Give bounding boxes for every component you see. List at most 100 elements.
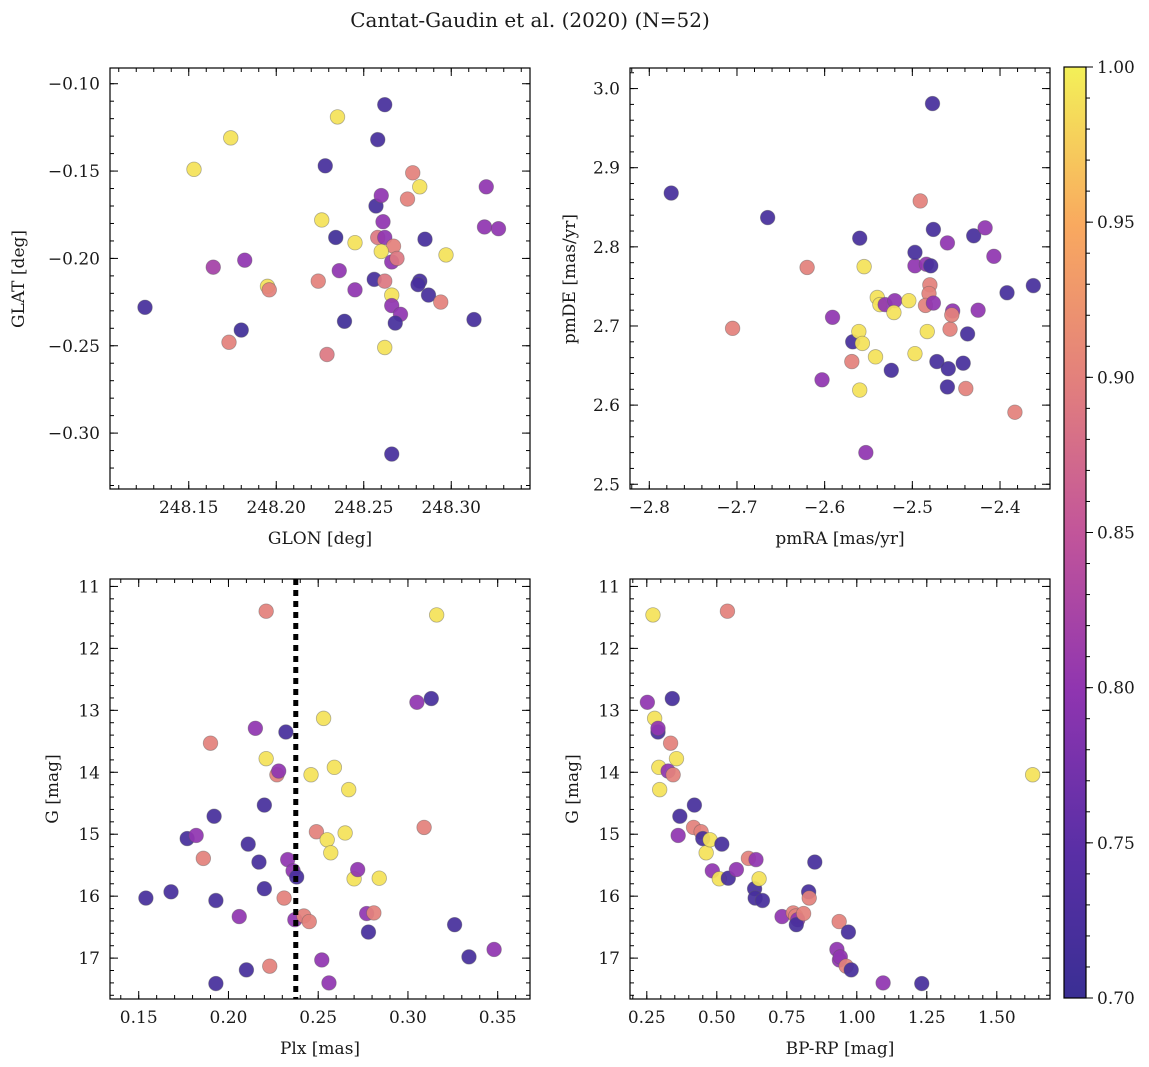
glon-glat-y-tick-label: −0.20 <box>48 249 100 269</box>
bprp-g-point <box>665 767 681 783</box>
bprp-g-point <box>698 845 714 861</box>
glon-glat-point <box>314 212 330 228</box>
glon-glat-x-tick-label: 248.25 <box>334 498 393 518</box>
plx-g-point <box>271 763 287 779</box>
glon-glat-x-tick-label: 248.15 <box>159 498 218 518</box>
plx-g-point <box>258 750 274 767</box>
panel-plx-g: 0.15 0.20 0.25 0.30 0.35 11 12 13 14 15 16 17 Plx [… <box>43 577 531 1059</box>
plx-g-point <box>360 924 377 940</box>
glon-glat-point <box>387 315 403 331</box>
bprp-g-y-tick-label: 17 <box>598 949 620 969</box>
glon-glat-point <box>186 161 202 178</box>
plx-g-point <box>206 808 222 824</box>
bprp-g-point <box>668 750 685 767</box>
plx-g-y-tick-label: 12 <box>78 639 100 659</box>
plx-g-point <box>138 890 154 906</box>
glon-glat-point <box>329 109 346 125</box>
bprp-g-x-tick-label: 1.25 <box>908 1008 946 1028</box>
plx-g-x-tick-label: 0.35 <box>479 1008 517 1028</box>
plx-g-point <box>202 735 219 751</box>
bprp-g-point <box>748 851 764 868</box>
pmra-pmde-point <box>955 355 971 371</box>
bprp-g-point <box>843 962 859 978</box>
plx-g-point <box>238 962 255 978</box>
plx-g-point <box>341 781 357 798</box>
pmra-pmde-y-tick-label: 3.0 <box>593 80 620 100</box>
plx-axis-label: Plx [mas] <box>280 1039 360 1059</box>
bprp-g-point <box>672 808 688 824</box>
glon-glat-point <box>370 131 386 148</box>
glon-glat-point <box>375 214 391 230</box>
glon-glat-y-tick-label: −0.10 <box>48 75 100 95</box>
glon-glat-point <box>476 219 493 235</box>
glon-glat-point <box>221 334 237 350</box>
glon-glat-point <box>223 130 239 146</box>
panel-bprp-g: 0.25 0.50 0.75 1.00 1.25 1.50 11 12 13 14 15 16 17 B… <box>563 577 1051 1059</box>
colorbar-tick-label: 0.75 <box>1097 834 1135 854</box>
pmra-pmde-point <box>999 285 1015 301</box>
figure-title: Cantat-Gaudin et al. (2020) (N=52) <box>350 8 710 32</box>
bprp-g-point <box>686 797 703 813</box>
glon-glat-point <box>412 179 428 195</box>
pmra-pmde-point <box>867 349 884 365</box>
plx-g-point <box>423 690 439 707</box>
glon-glat-points <box>137 96 507 462</box>
pmra-pmde-point <box>886 304 902 321</box>
plx-g-point <box>231 908 247 925</box>
glon-glat-point <box>373 187 389 204</box>
pmra-pmde-x-tick-label: −2.4 <box>979 498 1020 518</box>
glon-glat-point <box>347 234 363 251</box>
colorbar-tick-label: 0.85 <box>1097 524 1135 544</box>
pmra-pmde-point <box>925 295 942 311</box>
glon-glat-x-tick-label: 248.30 <box>422 498 481 518</box>
glon-glat-y-tick-label: −0.25 <box>48 337 100 357</box>
plx-g-y-tick-label: 17 <box>78 949 100 969</box>
plx-g-point <box>208 975 224 992</box>
plx-g-point <box>323 845 339 861</box>
plx-g-point <box>326 759 343 776</box>
plx-g-ticks: 0.15 0.20 0.25 0.30 0.35 11 12 13 14 15 16 17 <box>78 577 530 1028</box>
pmra-pmde-x-tick-label: −2.5 <box>892 498 933 518</box>
bprp-g-y-tick-label: 11 <box>598 577 620 597</box>
pmra-pmde-point <box>814 372 830 388</box>
glon-glat-point <box>377 339 393 356</box>
plx-g-point <box>276 890 292 906</box>
glon-glat-point <box>466 311 482 328</box>
glon-glat-point <box>417 231 433 247</box>
colorbar-ticks: 0.70 0.75 0.80 0.85 0.90 0.95 1.00 <box>1086 58 1135 1009</box>
plx-g-plot-area <box>109 578 531 1000</box>
bprp-g-point <box>831 913 847 930</box>
pmra-pmde-y-tick-label: 2.5 <box>593 475 620 495</box>
plx-g-point <box>256 797 273 813</box>
plx-g-point <box>461 949 477 965</box>
glon-glat-point <box>377 273 393 289</box>
pmra-pmde-point <box>912 193 928 209</box>
glon-glat-y-tick-label: −0.15 <box>48 162 100 182</box>
bprp-g-point <box>795 905 812 922</box>
colorbar: 0.70 0.75 0.80 0.85 0.90 0.95 1.00 <box>1063 58 1135 1009</box>
pmra-pmde-point <box>854 335 871 352</box>
bprp-g-point <box>662 735 679 751</box>
pmra-pmde-y-tick-label: 2.8 <box>593 238 620 258</box>
plx-g-point <box>262 958 278 974</box>
pmra-pmde-ticks: −2.8 −2.7 −2.6 −2.5 −2.4 2.5 2.6 2.7 2.8 2.9 3.0 <box>593 68 1050 518</box>
bprp-g-point <box>1024 767 1041 783</box>
pmra-pmde-x-tick-label: −2.7 <box>716 498 757 518</box>
pmra-pmde-points <box>663 95 1042 461</box>
glon-glat-point <box>405 165 421 181</box>
pmra-pmde-point <box>1007 404 1023 420</box>
plx-g-point <box>278 724 294 740</box>
bprp-g-point <box>788 916 805 933</box>
pmra-pmde-point <box>883 362 899 378</box>
bprp-g-points <box>639 603 1041 992</box>
glon-glat-point <box>399 191 416 207</box>
glon-glat-point <box>237 252 253 268</box>
colorbar-tick-label: 0.80 <box>1097 679 1135 699</box>
pmra-pmde-point <box>1025 277 1042 294</box>
pmra-pmde-point <box>944 307 960 323</box>
bprp-axis-label: BP-RP [mag] <box>786 1039 895 1059</box>
plx-g-point <box>349 861 366 878</box>
pmra-pmde-point <box>966 228 982 244</box>
plx-g-point <box>301 913 317 930</box>
bprp-g-point <box>875 975 891 991</box>
